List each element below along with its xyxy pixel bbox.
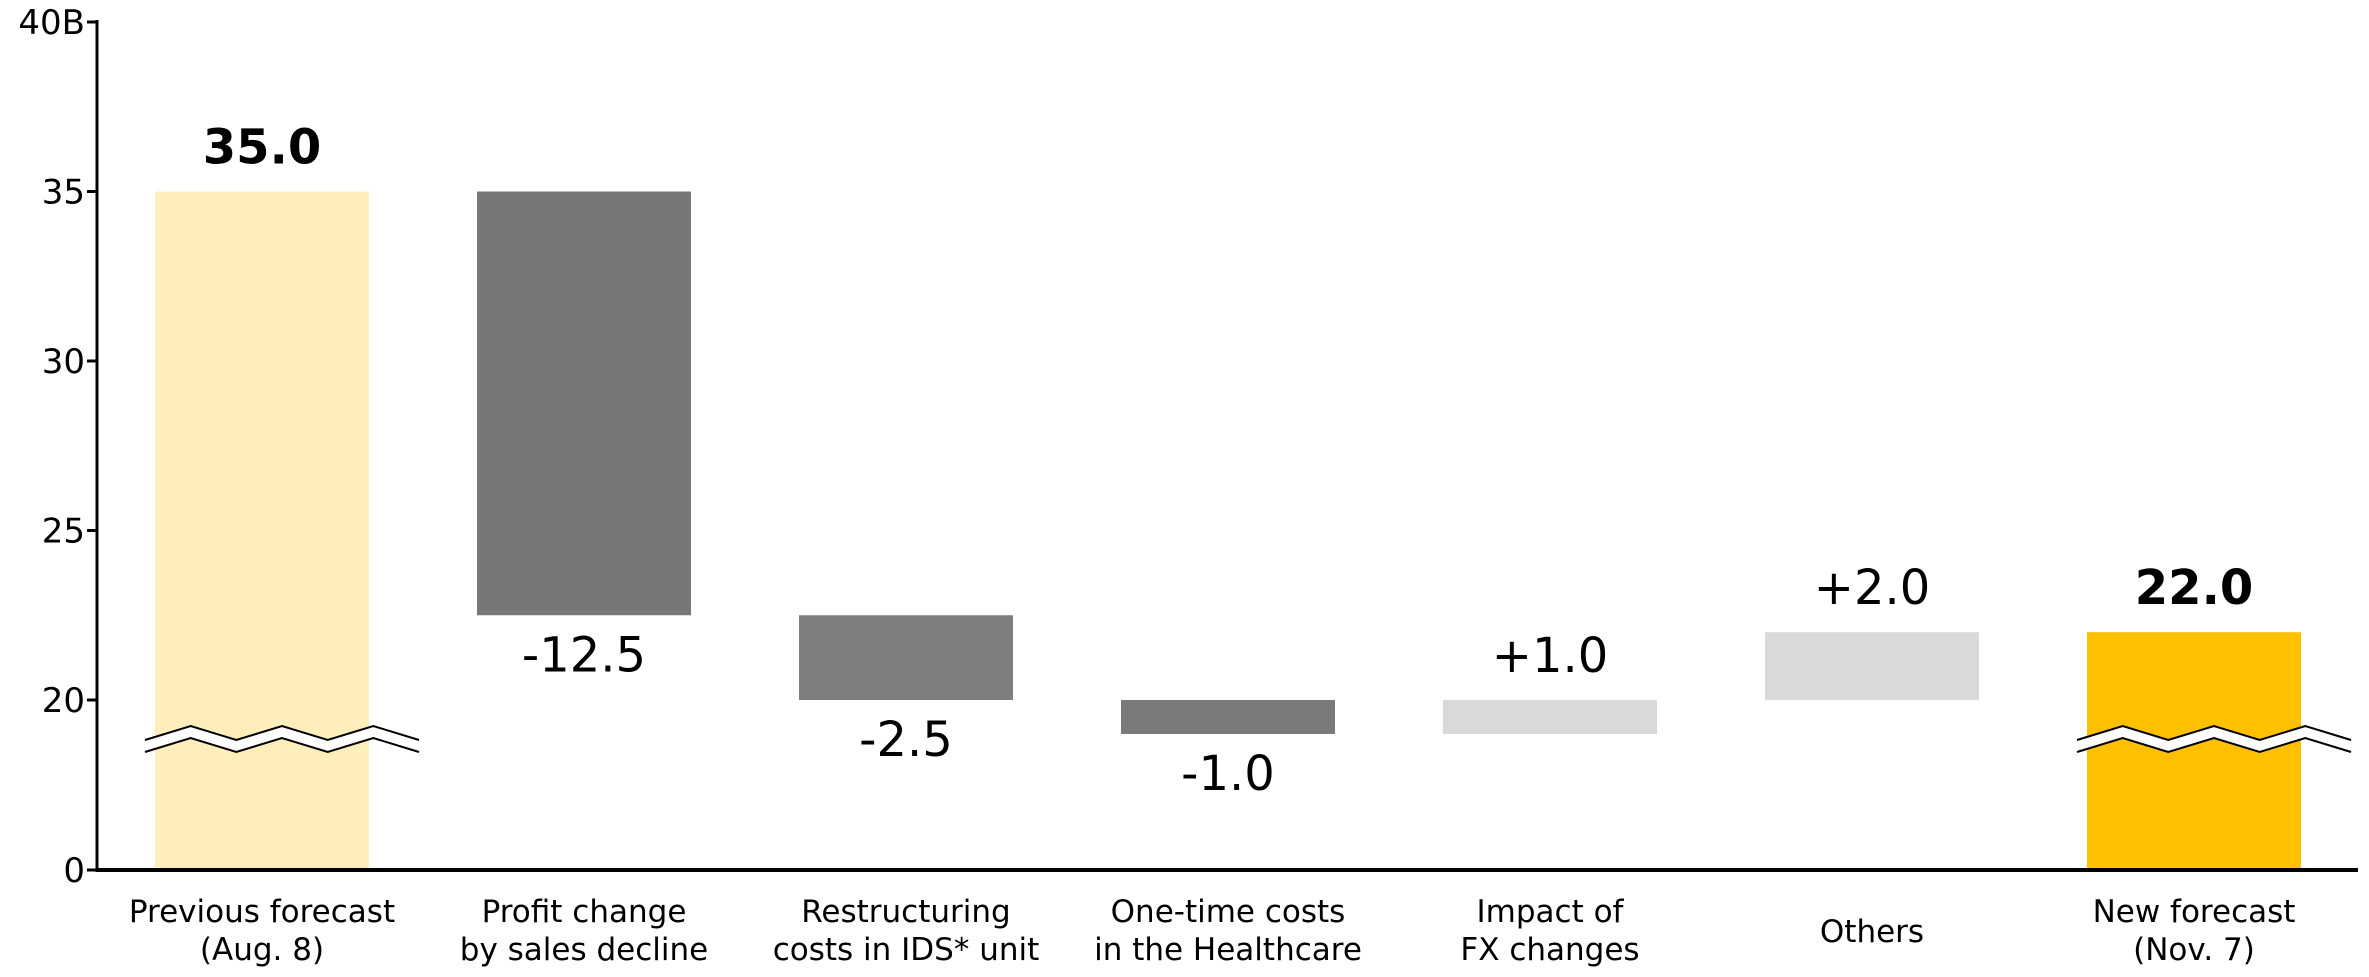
axis-break-band	[145, 726, 419, 752]
category-label: (Aug. 8)	[200, 932, 324, 968]
category-label: Restructuring	[801, 894, 1010, 930]
data-label-5: +1.0	[1492, 628, 1609, 684]
axis-break-line	[144, 736, 420, 754]
bar-1	[155, 191, 369, 870]
category-label: (Nov. 7)	[2133, 932, 2255, 968]
y-tick-label: 20	[42, 681, 85, 721]
category-label: Others	[1820, 914, 1924, 950]
data-label-3: -2.5	[859, 712, 953, 768]
bar-6	[1765, 632, 1979, 700]
data-label-2: -12.5	[522, 627, 646, 683]
category-label: Previous forecast	[129, 894, 395, 930]
y-tick-label: 35	[42, 173, 85, 213]
data-label-6: +2.0	[1814, 560, 1931, 616]
data-label-7: 22.0	[2135, 560, 2253, 616]
y-tick-label: 40B	[18, 3, 85, 43]
category-label: Profit change	[482, 894, 687, 930]
category-label: FX changes	[1460, 932, 1639, 968]
bar-5	[1443, 700, 1657, 734]
category-label: by sales decline	[460, 932, 708, 968]
y-tick-label: 25	[42, 512, 85, 552]
data-label-4: -1.0	[1181, 746, 1275, 802]
y-tick-label: 0	[63, 851, 85, 891]
axis-break-line	[144, 724, 420, 742]
bar-7	[2087, 632, 2301, 870]
bar-3	[799, 615, 1013, 700]
axis-break-line	[2076, 736, 2352, 754]
category-label: Impact of	[1477, 894, 1625, 930]
category-label: One-time costs	[1111, 894, 1346, 930]
bar-4	[1121, 700, 1335, 734]
data-label-1: 35.0	[203, 120, 321, 176]
category-label: New forecast	[2093, 894, 2296, 930]
category-label: in the Healthcare	[1094, 932, 1362, 968]
y-tick-label: 30	[42, 342, 85, 382]
bar-2	[477, 191, 691, 616]
axis-break-line	[2076, 724, 2352, 742]
axis-break-band	[2077, 726, 2351, 752]
category-label: costs in IDS* unit	[773, 932, 1040, 968]
